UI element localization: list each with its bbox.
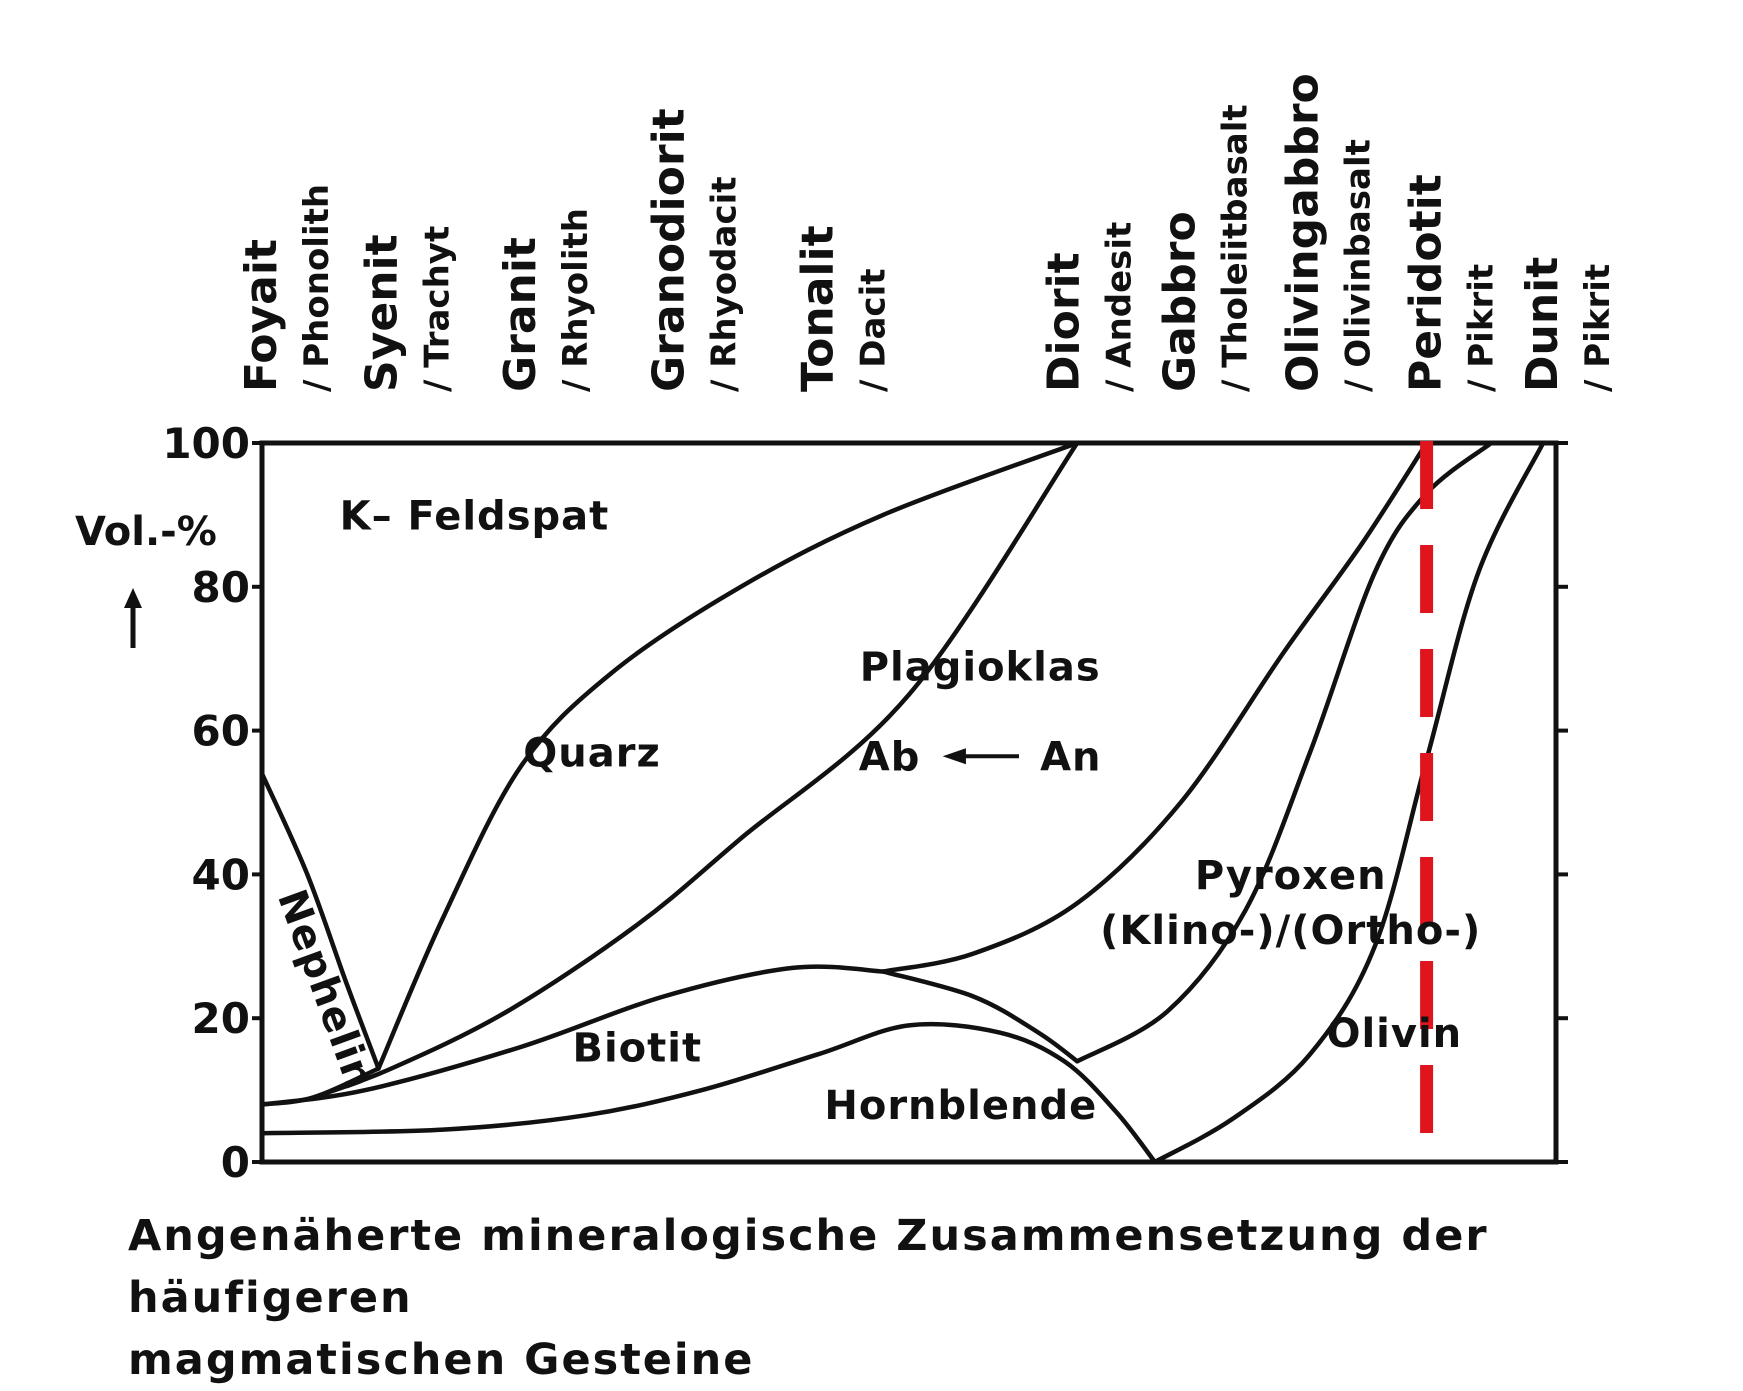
rock-name-peridotit: Peridotit <box>1401 174 1452 392</box>
y-tick-label-0: 0 <box>221 1138 250 1187</box>
plagioklas-ab-label: Ab <box>859 734 921 780</box>
rock-name-syenit: Syenit <box>356 234 407 392</box>
region-label-hornblende: Hornblende <box>824 1083 1097 1129</box>
y-tick-label-80: 80 <box>192 563 250 612</box>
y-tick-label-40: 40 <box>192 850 250 899</box>
rock-label-diorit: Diorit / Andesit <box>1038 222 1139 392</box>
rock-name-olivingabbro: Olivingabbro <box>1278 73 1329 392</box>
plagioklas-an-label: An <box>1040 734 1101 780</box>
rock-volcanic-olivingabbro: / Olivinbasalt <box>1339 139 1379 392</box>
y-axis-label-group: Vol.-% <box>75 509 217 648</box>
plot-frame <box>259 440 1559 1165</box>
boundary-hornblende-upper <box>259 1021 1158 1165</box>
boundary-quarz-lower <box>311 440 1080 1100</box>
region-label-biotit: Biotit <box>572 1025 702 1071</box>
rock-label-peridotit: Peridotit / Pikrit <box>1401 174 1502 392</box>
boundary-biotit-upper <box>259 964 886 1107</box>
rock-name-granit: Granit <box>495 237 546 392</box>
boundary-curves <box>259 440 1546 1165</box>
rock-label-syenit: Syenit / Trachyt <box>356 226 457 392</box>
pyroxen-sub-label: (Klino-)/(Ortho-) <box>1100 908 1481 954</box>
y-tick-label-60: 60 <box>192 707 250 756</box>
boundary-biotit-lower <box>880 969 1080 1064</box>
rock-volcanic-foyait: / Phonolith <box>297 184 337 392</box>
rock-volcanic-diorit: / Andesit <box>1099 222 1139 392</box>
boundary-olivin-left <box>1152 440 1546 1165</box>
region-label-nephelin: Nephelin <box>268 884 383 1096</box>
rock-volcanic-tonalit: / Dacit <box>853 269 893 392</box>
rock-label-olivingabbro: Olivingabbro / Olivinbasalt <box>1278 73 1379 392</box>
rock-name-granodiorit: Granodiorit <box>644 108 695 392</box>
rock-volcanic-dunit: / Pikrit <box>1578 264 1618 392</box>
up-arrow-icon <box>124 588 142 608</box>
rock-label-gabbro: Gabbro / Tholeiitbasalt <box>1155 104 1256 392</box>
region-label-k-feldspat: K– Feldspat <box>340 493 610 539</box>
boundary-quarz-upper <box>376 440 1080 1071</box>
y-tick-label-100: 100 <box>162 419 250 468</box>
rock-label-dunit: Dunit / Pikrit <box>1517 257 1618 392</box>
plot-area: 0 20 40 60 80 100 K– Feldspat Nephelin Quarz Pla… <box>162 419 1568 1187</box>
y-tick-label-20: 20 <box>192 994 250 1043</box>
region-label-olivin: Olivin <box>1326 1011 1462 1057</box>
rock-label-granit: Granit / Rhyolith <box>495 208 596 392</box>
region-label-quarz: Quarz <box>523 731 660 777</box>
boundary-plagioklas-lower <box>880 440 1429 974</box>
rock-name-foyait: Foyait <box>236 239 287 392</box>
figure-caption: Angenäherte mineralogische Zusammensetzu… <box>128 1205 1688 1391</box>
rock-volcanic-peridotit: / Pikrit <box>1462 264 1502 392</box>
y-axis-label: Vol.-% <box>75 509 217 555</box>
region-label-pyroxen: Pyroxen <box>1195 853 1387 899</box>
rock-name-tonalit: Tonalit <box>792 225 843 392</box>
rock-name-gabbro: Gabbro <box>1155 211 1206 392</box>
caption-line-1: Angenäherte mineralogische Zusammensetzu… <box>128 1211 1489 1323</box>
rock-volcanic-granit: / Rhyolith <box>556 208 596 392</box>
boundary-nephelin-upper <box>259 771 381 1071</box>
rock-volcanic-granodiorit: / Rhyodacit <box>705 176 745 392</box>
rock-labels: Foyait / Phonolith Syenit / Trachyt Granit / … <box>236 73 1618 392</box>
rock-label-foyait: Foyait / Phonolith <box>236 184 337 392</box>
y-axis-ticks: 0 20 40 60 80 100 <box>162 419 1568 1187</box>
left-arrow-icon <box>942 748 966 765</box>
rock-label-granodiorit: Granodiorit / Rhyodacit <box>644 108 745 392</box>
region-label-plagioklas: Plagioklas <box>860 644 1101 690</box>
rock-name-dunit: Dunit <box>1517 257 1568 392</box>
caption-line-2: magmatischen Gesteine <box>128 1335 755 1385</box>
rock-volcanic-syenit: / Trachyt <box>417 226 457 392</box>
rock-label-tonalit: Tonalit / Dacit <box>792 225 893 392</box>
rock-volcanic-gabbro: / Tholeiitbasalt <box>1216 104 1256 392</box>
rock-name-diorit: Diorit <box>1038 252 1089 392</box>
